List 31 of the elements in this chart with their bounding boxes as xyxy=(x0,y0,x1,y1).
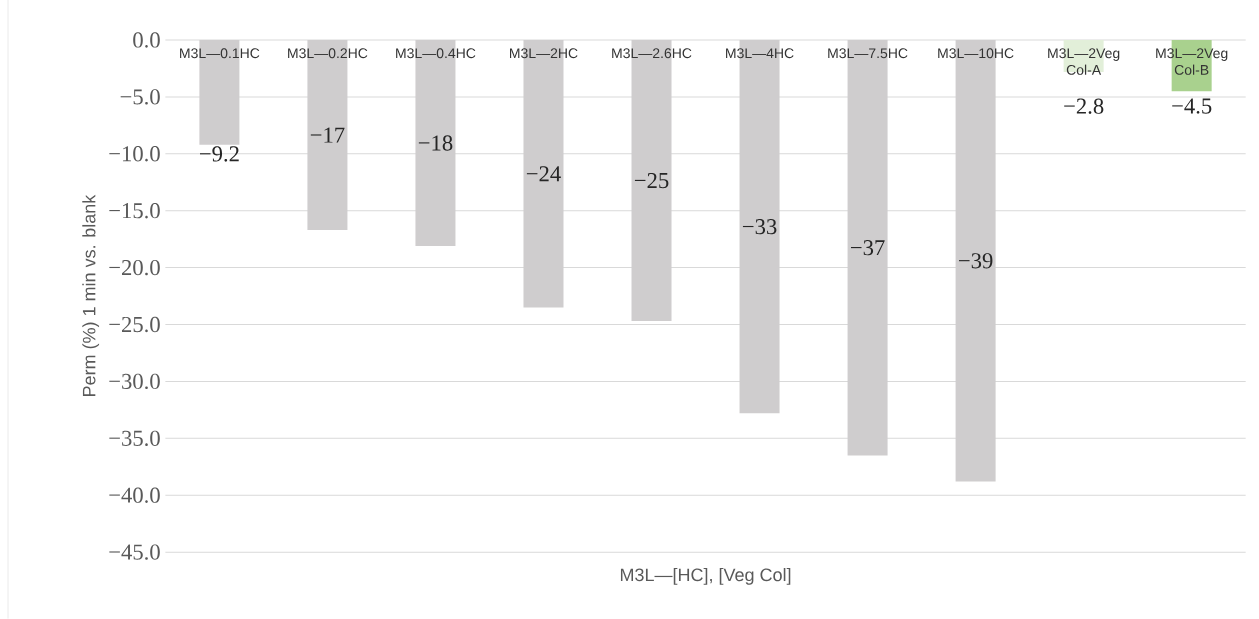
x-tick-label: M3L—0.4HC xyxy=(396,48,476,59)
data-label: −2.8 xyxy=(1064,98,1104,114)
data-label: −24 xyxy=(526,166,561,182)
y-tick-label: −5.0 xyxy=(120,89,160,105)
y-tick-label: −15.0 xyxy=(109,203,160,219)
data-label: −25 xyxy=(634,173,669,189)
y-tick-label: 0.0 xyxy=(133,32,160,48)
x-tick-label: M3L—0.1HC xyxy=(180,48,260,59)
y-tick-label: −40.0 xyxy=(109,487,160,504)
data-label: −39 xyxy=(959,253,993,269)
x-tick-label: M3L—10HC xyxy=(938,48,1014,59)
y-tick-label: −35.0 xyxy=(109,430,160,447)
y-tick-label: −45.0 xyxy=(109,544,160,560)
y-tick-label: −25.0 xyxy=(109,316,160,333)
data-label: −37 xyxy=(850,240,885,256)
data-label: −9.2 xyxy=(199,146,239,162)
x-tick-label: M3L—0.2HC xyxy=(288,48,368,59)
x-tick-label: M3L—7.5HC xyxy=(828,48,908,59)
x-tick-label: M3L—4HC xyxy=(726,48,794,59)
y-axis-title: Perm (%) 1 min vs. blank xyxy=(82,194,100,397)
data-label: −33 xyxy=(742,219,777,235)
x-axis-title: M3L—[HC], [Veg Col] xyxy=(620,568,791,585)
y-tick-label: −30.0 xyxy=(109,373,160,390)
y-tick-label: −20.0 xyxy=(109,260,160,276)
data-label: −17 xyxy=(310,127,345,143)
data-label: −18 xyxy=(418,135,453,151)
x-tick-label: M3L—2Veg Col-A xyxy=(1048,48,1120,75)
x-tick-label: M3L—2HC xyxy=(510,48,578,59)
y-tick-label: −10.0 xyxy=(109,146,160,162)
data-label: −4.5 xyxy=(1172,98,1212,114)
x-tick-label: M3L—2.6HC xyxy=(612,48,692,59)
